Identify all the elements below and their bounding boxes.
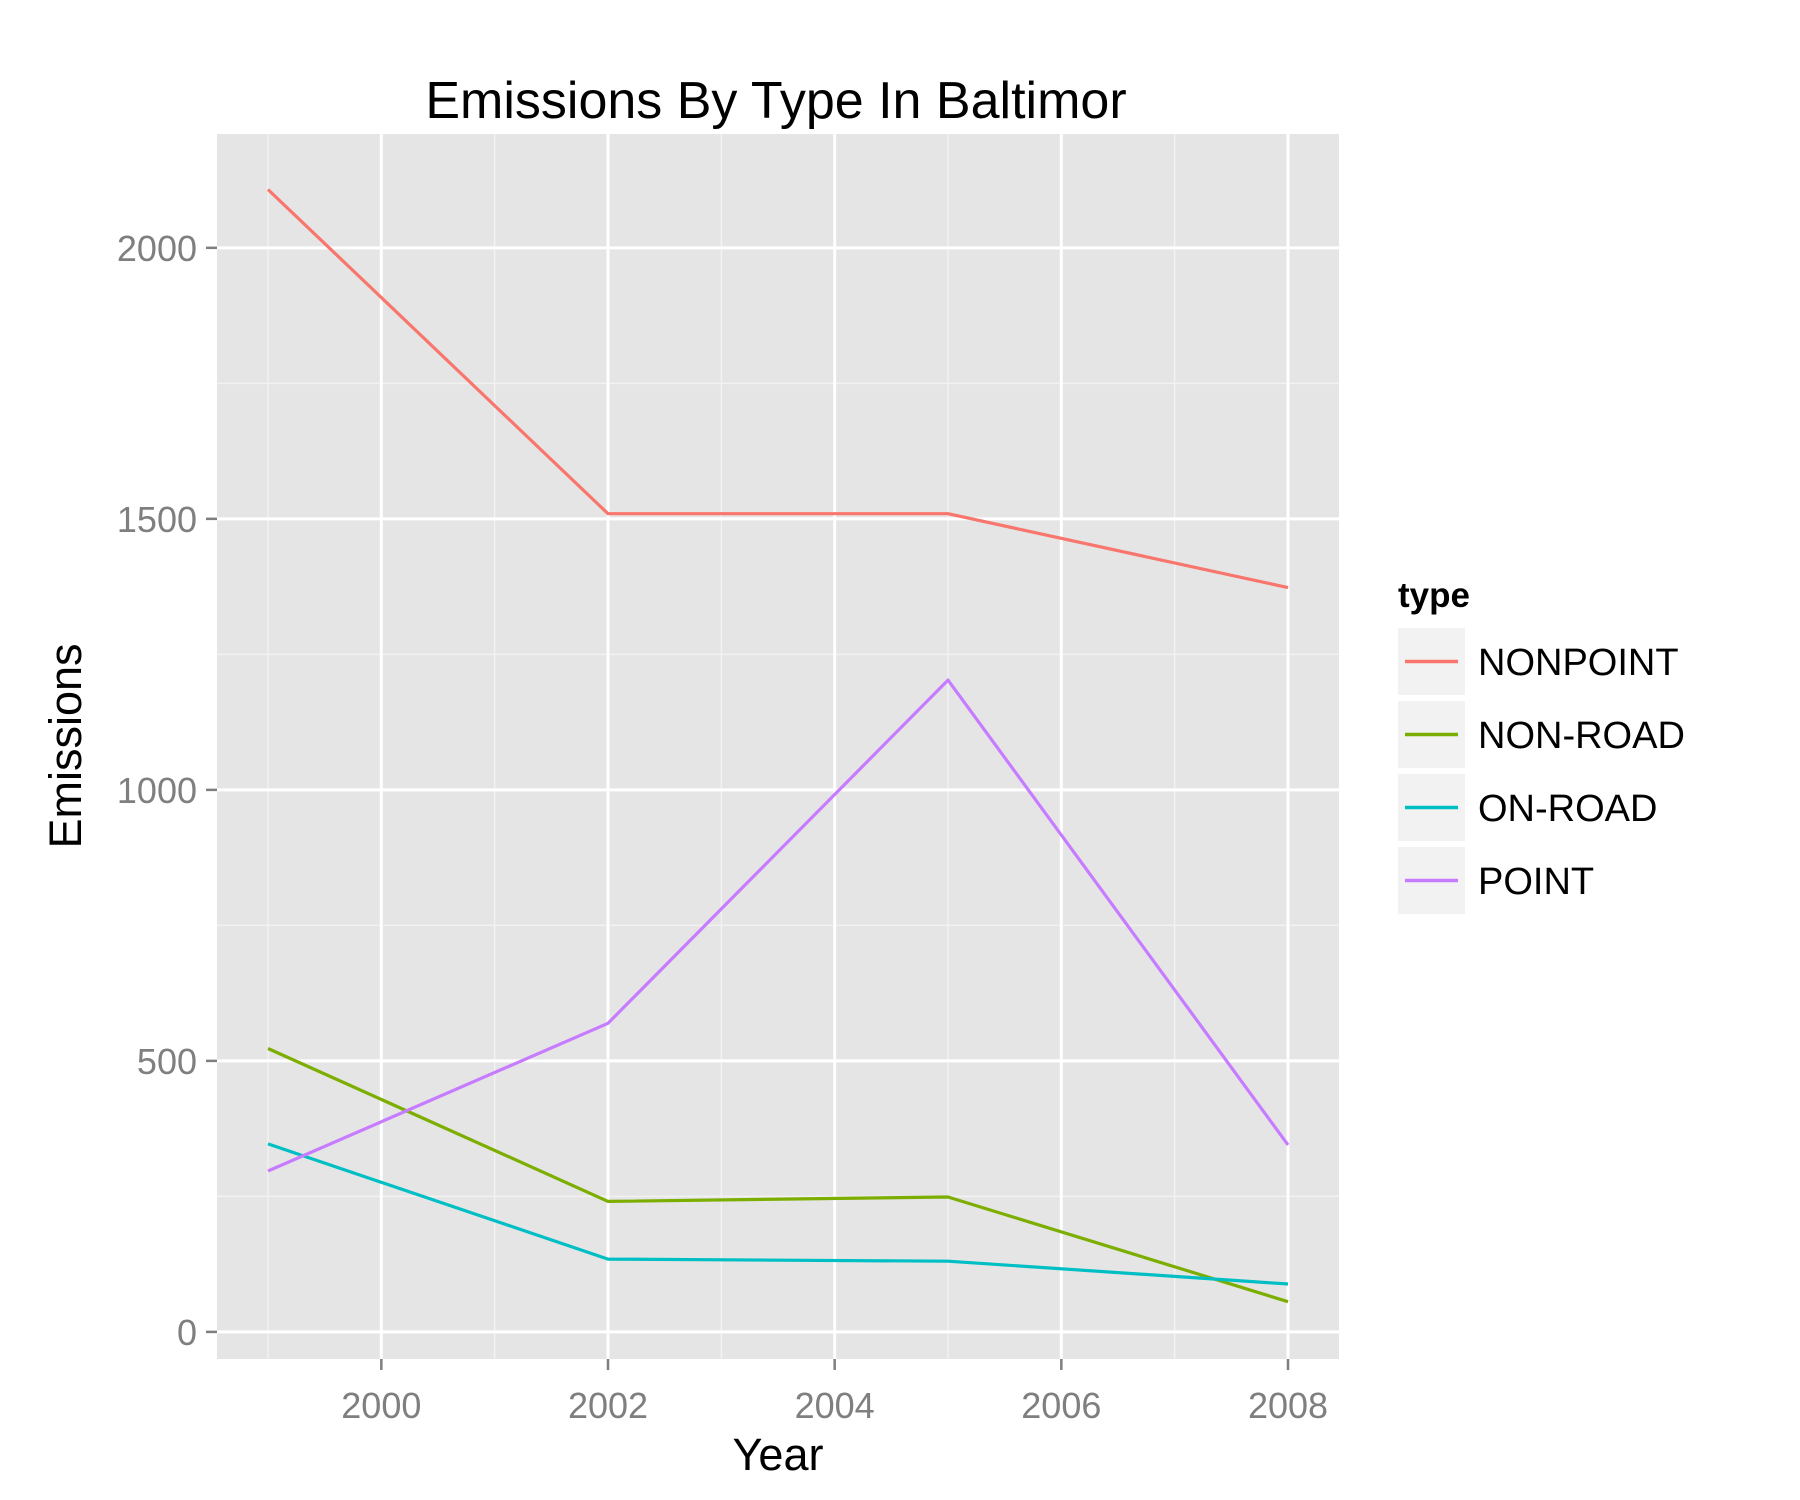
x-axis: 2000 2002 2004 2006 2008 [341,1359,1328,1426]
minor-gridlines [217,134,1339,1359]
x-axis-title: Year [733,1429,824,1480]
major-gridlines [217,134,1339,1359]
x-tick-label: 2000 [341,1385,421,1426]
legend: type NONPOINT NON-ROAD ON-ROAD POINT [1398,576,1685,914]
y-tick-label: 1500 [117,499,197,540]
y-axis: 0 500 1000 1500 2000 [117,228,217,1353]
series-line-non-road [267,1047,1289,1304]
x-tick-label: 2002 [568,1385,648,1426]
x-tick-label: 2008 [1248,1385,1328,1426]
legend-label: ON-ROAD [1478,788,1657,830]
y-tick-label: 500 [137,1041,197,1082]
plot-panel [217,134,1339,1359]
legend-items: NONPOINT NON-ROAD ON-ROAD POINT [1398,628,1685,914]
legend-label: POINT [1478,861,1594,903]
y-tick-label: 1000 [117,770,197,811]
series-line-point [267,678,1290,1173]
y-tick-label: 2000 [117,228,197,269]
chart-title: Emissions By Type In Baltimor [425,72,1126,130]
y-axis-title: Emissions [40,643,91,848]
legend-title: type [1398,576,1470,615]
x-tick-label: 2004 [795,1385,875,1426]
y-tick-label: 0 [177,1312,197,1353]
x-tick-label: 2006 [1021,1385,1101,1426]
series-line-on-road [267,1142,1289,1286]
legend-label: NON-ROAD [1478,715,1685,757]
series-line-nonpoint [266,188,1289,590]
legend-label: NONPOINT [1478,642,1679,684]
series-lines [266,188,1290,1304]
